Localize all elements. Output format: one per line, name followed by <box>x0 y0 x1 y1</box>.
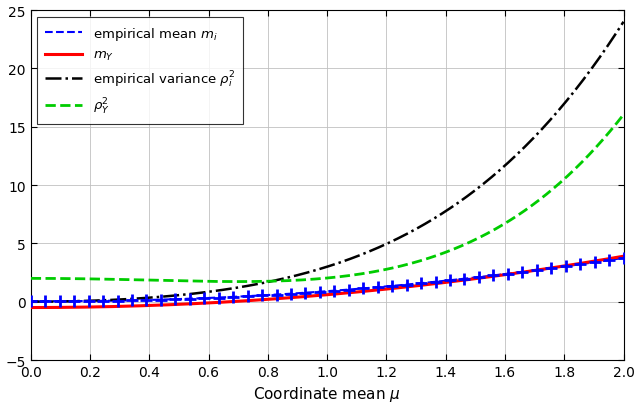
empirical mean $m_i$ <box>349 287 356 292</box>
empirical mean $m_i$ <box>49 299 57 304</box>
$\rho_Y^2$ <box>234 279 241 284</box>
empirical mean $m_i$ <box>27 299 35 304</box>
empirical mean $m_i$ <box>313 290 321 294</box>
$\rho_Y^2$ <box>381 267 388 272</box>
empirical variance $\rho_i^2$ <box>308 269 316 274</box>
empirical mean $m_i$ <box>310 290 317 295</box>
$\rho_Y^2$ <box>349 273 356 278</box>
$m_Y$ <box>312 294 320 299</box>
empirical variance $\rho_i^2$ <box>348 256 355 261</box>
empirical mean $m_i$ <box>607 258 614 263</box>
Line: $m_Y$: $m_Y$ <box>31 256 623 308</box>
Legend: empirical mean $m_i$, $m_Y$, empirical variance $\rho_i^2$, $\rho_Y^2$: empirical mean $m_i$, $m_Y$, empirical v… <box>37 18 243 124</box>
$\rho_Y^2$ <box>27 276 35 281</box>
$m_Y$ <box>308 294 316 299</box>
$\rho_Y^2$ <box>310 277 317 282</box>
Line: empirical mean $m_i$: empirical mean $m_i$ <box>31 258 623 301</box>
$\rho_Y^2$ <box>514 213 522 218</box>
empirical variance $\rho_i^2$ <box>513 153 520 158</box>
empirical variance $\rho_i^2$ <box>380 243 387 248</box>
empirical variance $\rho_i^2$ <box>605 42 613 47</box>
$m_Y$ <box>348 290 355 295</box>
empirical variance $\rho_i^2$ <box>312 268 320 273</box>
$m_Y$ <box>380 287 387 292</box>
X-axis label: Coordinate mean $\mu$: Coordinate mean $\mu$ <box>253 384 401 403</box>
$m_Y$ <box>27 306 35 310</box>
empirical mean $m_i$ <box>514 270 522 275</box>
empirical variance $\rho_i^2$ <box>620 20 627 25</box>
empirical mean $m_i$ <box>381 284 388 289</box>
$m_Y$ <box>605 256 613 261</box>
$\rho_Y^2$ <box>620 113 627 118</box>
Line: empirical variance $\rho_i^2$: empirical variance $\rho_i^2$ <box>31 22 623 302</box>
empirical mean $m_i$ <box>620 256 627 261</box>
$m_Y$ <box>620 254 627 259</box>
empirical variance $\rho_i^2$ <box>27 299 35 304</box>
$\rho_Y^2$ <box>313 277 321 282</box>
$m_Y$ <box>513 271 520 276</box>
$\rho_Y^2$ <box>607 129 614 134</box>
Line: $\rho_Y^2$: $\rho_Y^2$ <box>31 115 623 282</box>
